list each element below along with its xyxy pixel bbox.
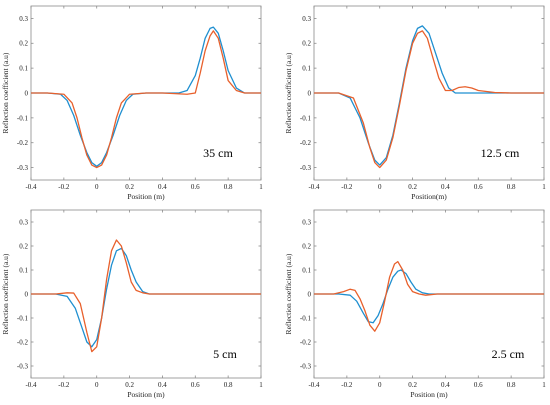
y-tick-label: 0.1 [302, 266, 311, 274]
chart-panel-2: -0.4 -0.2 0 0.2 0.4 0.6 0.8 1 -0.3 -0.2 -0.1 0 0.1 0.… [284, 5, 546, 201]
y-tick-label: -0.2 [300, 338, 312, 346]
y-tick-label: -0.3 [17, 362, 29, 370]
x-tick-label: 1 [542, 381, 546, 389]
y-tick-label: -0.1 [17, 114, 29, 122]
x-tick-label: -0.4 [25, 183, 37, 191]
y-tick-label: -0.1 [300, 314, 312, 322]
y-tick-label: 0.2 [19, 242, 28, 250]
x-tick-label: 0.2 [408, 183, 417, 191]
y-tick-label: 0.3 [19, 218, 28, 226]
y-axis-label: Reflection coefficient (a.u) [1, 52, 10, 133]
y-axis-label: Reflection coefficient (a.u) [1, 253, 10, 334]
series-line-1 [31, 247, 261, 348]
y-tick-label: 0.2 [302, 242, 311, 250]
series-line-1 [314, 25, 544, 166]
x-tick-label: 0.2 [125, 381, 134, 389]
x-tick-label: 0.6 [474, 381, 483, 389]
x-tick-label: -0.2 [58, 183, 70, 191]
x-tick-label: 0.8 [507, 183, 516, 191]
x-tick-label: 1 [259, 183, 263, 191]
thickness-annotation: 35 cm [203, 146, 233, 160]
x-tick-label: 0.6 [191, 381, 200, 389]
y-axis-label: Reflection coefficient (a.u) [284, 52, 293, 133]
x-tick-label: 0.2 [408, 381, 417, 389]
x-tick-label: 0.4 [441, 381, 450, 389]
y-tick-label: 0.2 [302, 40, 311, 48]
y-tick-label: -0.2 [17, 139, 29, 147]
y-tick-label: -0.2 [300, 139, 312, 147]
y-tick-label: 0.1 [19, 266, 28, 274]
chart-panel-4: -0.4 -0.2 0 0.2 0.4 0.6 0.8 1 -0.3 -0.2 -0.1 0 0.1 0.… [284, 209, 546, 399]
y-tick-label: -0.3 [300, 362, 312, 370]
x-tick-label: 0.4 [158, 381, 167, 389]
y-tick-label: -0.1 [300, 114, 312, 122]
x-tick-label: 0.2 [125, 183, 134, 191]
x-tick-label: -0.4 [308, 183, 320, 191]
y-tick-label: -0.3 [17, 164, 29, 172]
y-tick-label: 0.2 [19, 40, 28, 48]
x-tick-label: 1 [542, 183, 546, 191]
x-tick-label: 0.8 [224, 183, 233, 191]
series-line-2 [31, 30, 261, 169]
y-tick-label: 0.1 [302, 65, 311, 73]
y-tick-label: 0 [25, 290, 29, 298]
x-tick-label: -0.4 [25, 381, 37, 389]
x-axis-label: Position (m) [127, 192, 165, 201]
y-tick-label: -0.2 [17, 338, 29, 346]
chart-panel-1: -0.4 -0.2 0 0.2 0.4 0.6 0.8 1 -0.3 -0.2 -0.1 0 0.1 0.… [1, 5, 263, 201]
series-line-2 [31, 239, 261, 353]
x-tick-label: 0 [378, 183, 382, 191]
series-line-2 [314, 260, 544, 332]
x-tick-label: -0.2 [341, 381, 353, 389]
x-tick-label: 0.6 [191, 183, 200, 191]
x-tick-label: -0.2 [341, 183, 353, 191]
thickness-annotation: 12.5 cm [481, 146, 520, 160]
y-tick-label: -0.1 [17, 314, 29, 322]
x-axis-label: Position (m) [127, 390, 165, 399]
y-tick-label: 0.1 [19, 65, 28, 73]
x-axis-label: Position(m) [411, 192, 447, 201]
x-tick-label: 0.8 [507, 381, 516, 389]
x-tick-label: 0 [95, 381, 99, 389]
y-tick-label: 0.3 [19, 15, 28, 23]
x-tick-label: -0.4 [308, 381, 320, 389]
x-tick-label: 0.8 [224, 381, 233, 389]
y-tick-label: 0 [25, 89, 29, 97]
x-tick-label: -0.2 [58, 381, 70, 389]
x-tick-label: 0 [95, 183, 99, 191]
series-line-1 [314, 269, 544, 324]
x-tick-label: 1 [259, 381, 263, 389]
y-tick-label: 0 [308, 290, 312, 298]
y-tick-label: 0.3 [302, 15, 311, 23]
y-tick-label: 0.3 [302, 218, 311, 226]
thickness-annotation: 5 cm [213, 347, 237, 361]
x-tick-label: 0 [378, 381, 382, 389]
series-line-2 [314, 30, 544, 169]
chart-panel-3: -0.4 -0.2 0 0.2 0.4 0.6 0.8 1 -0.3 -0.2 -0.1 0 0.1 0.… [1, 209, 263, 399]
x-tick-label: 0.6 [474, 183, 483, 191]
y-tick-label: -0.3 [300, 164, 312, 172]
x-axis-label: Position (m) [410, 390, 448, 399]
x-tick-label: 0.4 [158, 183, 167, 191]
y-axis-label: Reflection coefficient (a.u) [284, 253, 293, 334]
x-tick-label: 0.4 [441, 183, 450, 191]
thickness-annotation: 2.5 cm [492, 347, 525, 361]
y-tick-label: 0 [308, 89, 312, 97]
